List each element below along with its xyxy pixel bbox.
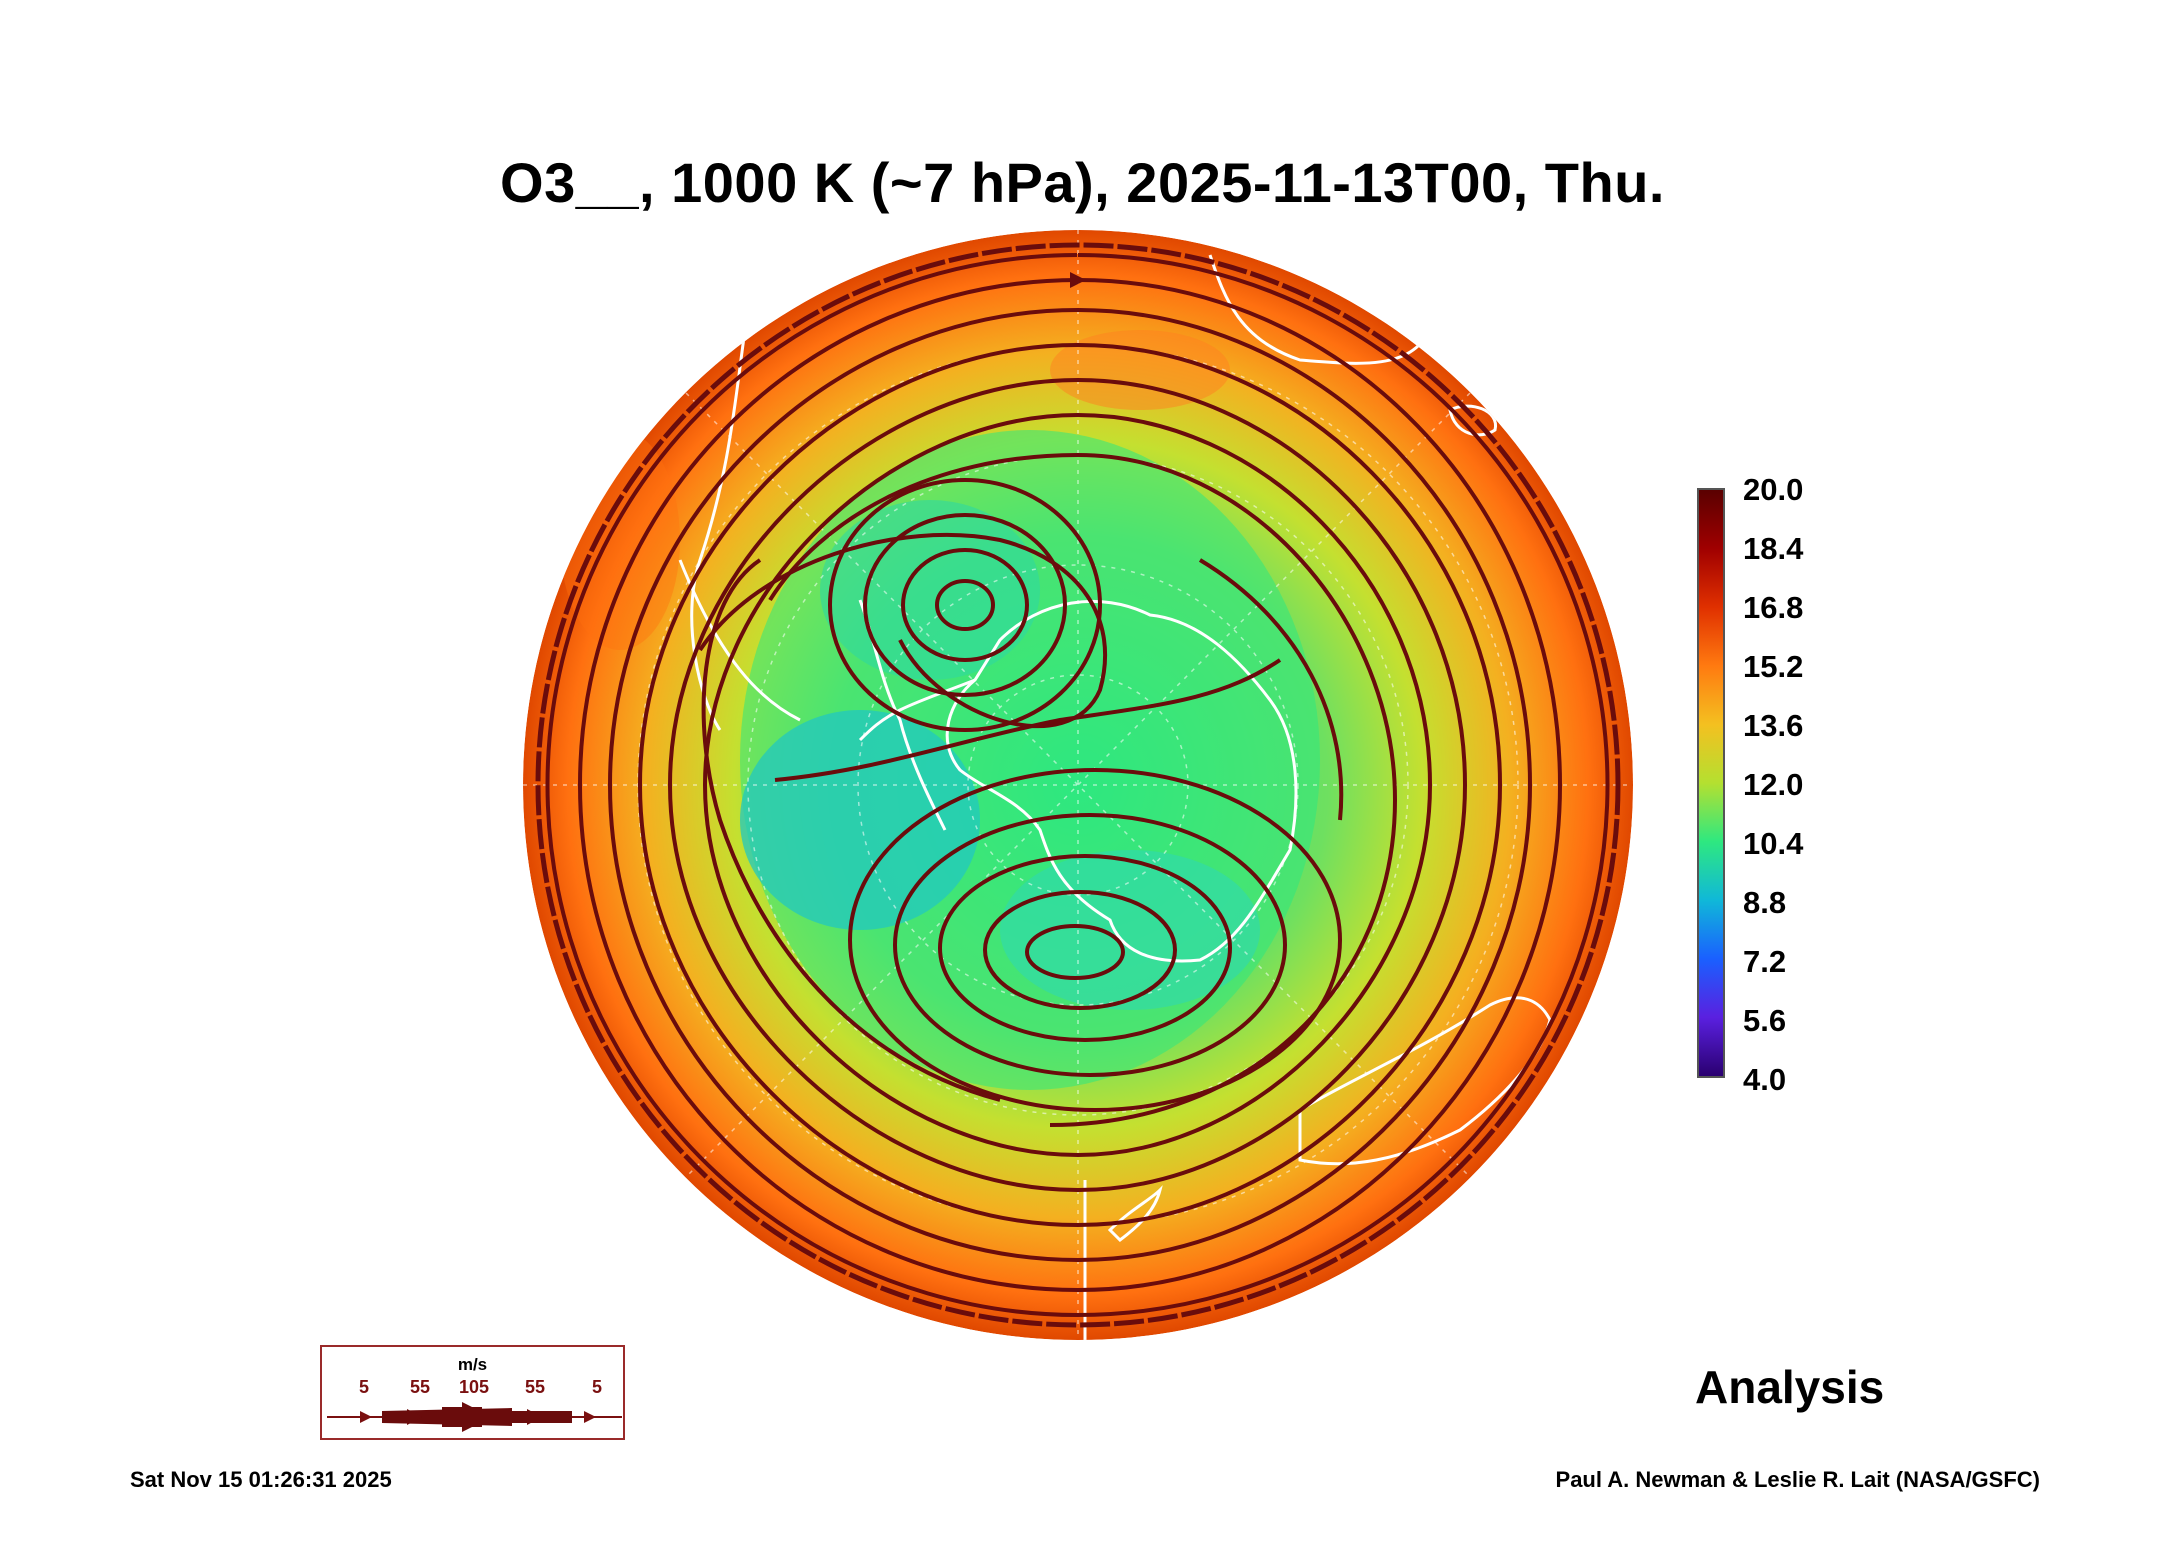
colorbar-tick-label: 15.2: [1743, 649, 1804, 684]
wind-unit-label: m/s: [457, 1355, 488, 1374]
colorbar-tick-label: 16.8: [1743, 590, 1804, 625]
colorbar-tick-label: 20.0: [1743, 472, 1804, 507]
wind-speed-label: 5: [591, 1377, 603, 1397]
colorbar-tick-label: 18.4: [1743, 531, 1804, 566]
colorbar-tick-label: 4.0: [1743, 1062, 1787, 1097]
colorbar-tick-label: 10.4: [1743, 826, 1804, 861]
wind-speed-label: 5: [358, 1377, 370, 1397]
colorbar-tick-label: 5.6: [1743, 1003, 1787, 1038]
colorbar: [1697, 488, 1725, 1078]
wind-speed-label: 55: [409, 1377, 431, 1397]
colorbar-tick-label: 7.2: [1743, 944, 1787, 979]
map-title: O3__, 1000 K (~7 hPa), 2025-11-13T00, Th…: [500, 151, 1665, 214]
credit-line: Paul A. Newman & Leslie R. Lait (NASA/GS…: [1555, 1467, 2040, 1492]
colorbar-tick-label: 12.0: [1743, 767, 1804, 802]
analysis-label: Analysis: [1695, 1361, 1885, 1413]
timestamp: Sat Nov 15 01:26:31 2025: [130, 1467, 392, 1492]
wind-speed-legend: m/s 5 55 105 55 5: [320, 1345, 625, 1440]
wind-speed-ribbon: [327, 1402, 622, 1432]
colorbar-tick-label: 8.8: [1743, 885, 1787, 920]
wind-speed-label: 105: [458, 1377, 490, 1397]
wind-streamlines: [535, 242, 1621, 1328]
wind-speed-label: 55: [524, 1377, 546, 1397]
colorbar-tick-label: 13.6: [1743, 708, 1804, 743]
